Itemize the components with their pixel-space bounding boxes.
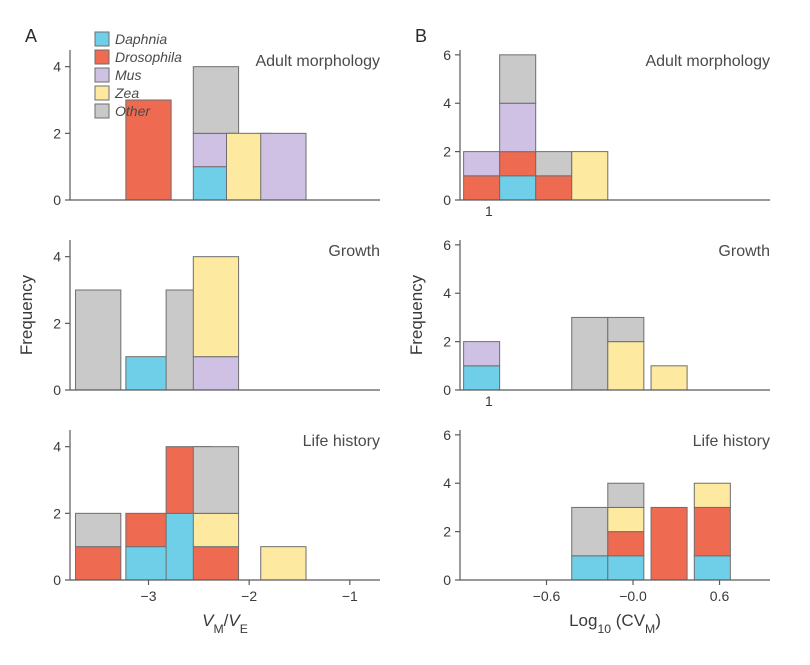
xtick-label: −3 bbox=[141, 588, 157, 604]
legend-label-mus: Mus bbox=[115, 67, 141, 83]
panel-label-a: A bbox=[25, 26, 37, 46]
bar-segment-mus bbox=[464, 152, 500, 176]
bar-segment-drosophila bbox=[500, 152, 536, 176]
bar-segment-other bbox=[193, 67, 238, 134]
figure-container: 0 2 4 Adult morphology 0 2 4 Growth 0 2 4 −3 −2 −1 VM/… bbox=[0, 0, 810, 660]
bar-segment-zea bbox=[261, 547, 306, 580]
ytick-label: 0 bbox=[53, 192, 61, 208]
legend-swatch-other bbox=[95, 104, 109, 118]
bar-segment-other bbox=[608, 317, 644, 341]
bar-segment-mus bbox=[464, 342, 500, 366]
bar-segment-other bbox=[608, 483, 644, 507]
bar-segment-zea bbox=[608, 342, 644, 390]
bar-segment-mus bbox=[193, 357, 238, 390]
legend-label-daphnia: Daphnia bbox=[115, 31, 167, 47]
xtick-label: 0.6 bbox=[710, 588, 730, 604]
bar-segment-other bbox=[572, 317, 608, 390]
ytick-label: 6 bbox=[443, 47, 451, 63]
ytick-label: 0 bbox=[443, 192, 451, 208]
bar-segment-drosophila bbox=[694, 507, 730, 555]
extra-xtick-label: 1 bbox=[485, 393, 493, 409]
ytick-label: 6 bbox=[443, 237, 451, 253]
bar-segment-drosophila bbox=[76, 547, 121, 580]
bar-segment-drosophila bbox=[536, 176, 572, 200]
ytick-label: 2 bbox=[443, 144, 451, 160]
legend-swatch-mus bbox=[95, 68, 109, 82]
extra-xtick-label: 1 bbox=[485, 203, 493, 219]
ytick-label: 4 bbox=[53, 249, 61, 265]
bar-segment-other bbox=[572, 507, 608, 555]
panel-subtitle: Adult morphology bbox=[255, 53, 380, 70]
y-axis-label: Frequency bbox=[407, 274, 426, 355]
legend-label-other: Other bbox=[115, 103, 151, 119]
ytick-label: 0 bbox=[443, 572, 451, 588]
bar-segment-other bbox=[536, 152, 572, 176]
bar-segment-daphnia bbox=[126, 357, 171, 390]
bar-segment-daphnia bbox=[126, 547, 171, 580]
bar-segment-daphnia bbox=[608, 556, 644, 580]
panel-label-b: B bbox=[415, 26, 427, 46]
ytick-label: 0 bbox=[53, 382, 61, 398]
legend-label-zea: Zea bbox=[114, 85, 139, 101]
ytick-label: 0 bbox=[443, 382, 451, 398]
bar-segment-zea bbox=[193, 513, 238, 546]
bar-segment-zea bbox=[193, 257, 238, 357]
bar-segment-drosophila bbox=[193, 547, 238, 580]
ytick-label: 2 bbox=[443, 524, 451, 540]
ytick-label: 2 bbox=[443, 334, 451, 350]
ytick-label: 4 bbox=[443, 475, 451, 491]
bar-segment-daphnia bbox=[500, 176, 536, 200]
bar-segment-zea bbox=[572, 152, 608, 200]
xtick-label: −0.6 bbox=[533, 588, 561, 604]
bar-segment-drosophila bbox=[608, 532, 644, 556]
bar-segment-drosophila bbox=[126, 513, 171, 546]
ytick-label: 2 bbox=[53, 315, 61, 331]
bar-segment-zea bbox=[608, 507, 644, 531]
panel-subtitle: Life history bbox=[693, 433, 770, 450]
bar-segment-drosophila bbox=[464, 176, 500, 200]
bar-segment-mus bbox=[261, 133, 306, 200]
bar-segment-other bbox=[76, 290, 121, 390]
ytick-label: 2 bbox=[53, 505, 61, 521]
panel-subtitle: Adult morphology bbox=[645, 53, 770, 70]
figure-svg: 0 2 4 Adult morphology 0 2 4 Growth 0 2 4 −3 −2 −1 VM/… bbox=[0, 0, 810, 660]
x-axis-label: VM/VE bbox=[202, 611, 248, 636]
bar-segment-other bbox=[500, 55, 536, 103]
xtick-label: −0.0 bbox=[619, 588, 647, 604]
bar-segment-daphnia bbox=[694, 556, 730, 580]
bar-segment-daphnia bbox=[572, 556, 608, 580]
legend-swatch-drosophila bbox=[95, 50, 109, 64]
x-axis-label: Log10 (CVM) bbox=[569, 611, 661, 636]
ytick-label: 0 bbox=[53, 572, 61, 588]
y-axis-label: Frequency bbox=[17, 274, 36, 355]
ytick-label: 4 bbox=[443, 95, 451, 111]
bar-segment-zea bbox=[651, 366, 687, 390]
bar-segment-other bbox=[76, 513, 121, 546]
bar-segment-daphnia bbox=[464, 366, 500, 390]
bar-segment-zea bbox=[694, 483, 730, 507]
panel-subtitle: Life history bbox=[303, 433, 380, 450]
bar-segment-other bbox=[193, 447, 238, 514]
bar-segment-mus bbox=[500, 103, 536, 151]
ytick-label: 4 bbox=[53, 59, 61, 75]
panel-subtitle: Growth bbox=[718, 243, 770, 260]
xtick-label: −2 bbox=[241, 588, 257, 604]
bar-segment-drosophila bbox=[651, 507, 687, 580]
legend-swatch-zea bbox=[95, 86, 109, 100]
ytick-label: 6 bbox=[443, 427, 451, 443]
xtick-label: −1 bbox=[342, 588, 358, 604]
ytick-label: 2 bbox=[53, 125, 61, 141]
legend-swatch-daphnia bbox=[95, 32, 109, 46]
legend-label-drosophila: Drosophila bbox=[115, 49, 182, 65]
ytick-label: 4 bbox=[443, 285, 451, 301]
panel-subtitle: Growth bbox=[328, 243, 380, 260]
ytick-label: 4 bbox=[53, 439, 61, 455]
